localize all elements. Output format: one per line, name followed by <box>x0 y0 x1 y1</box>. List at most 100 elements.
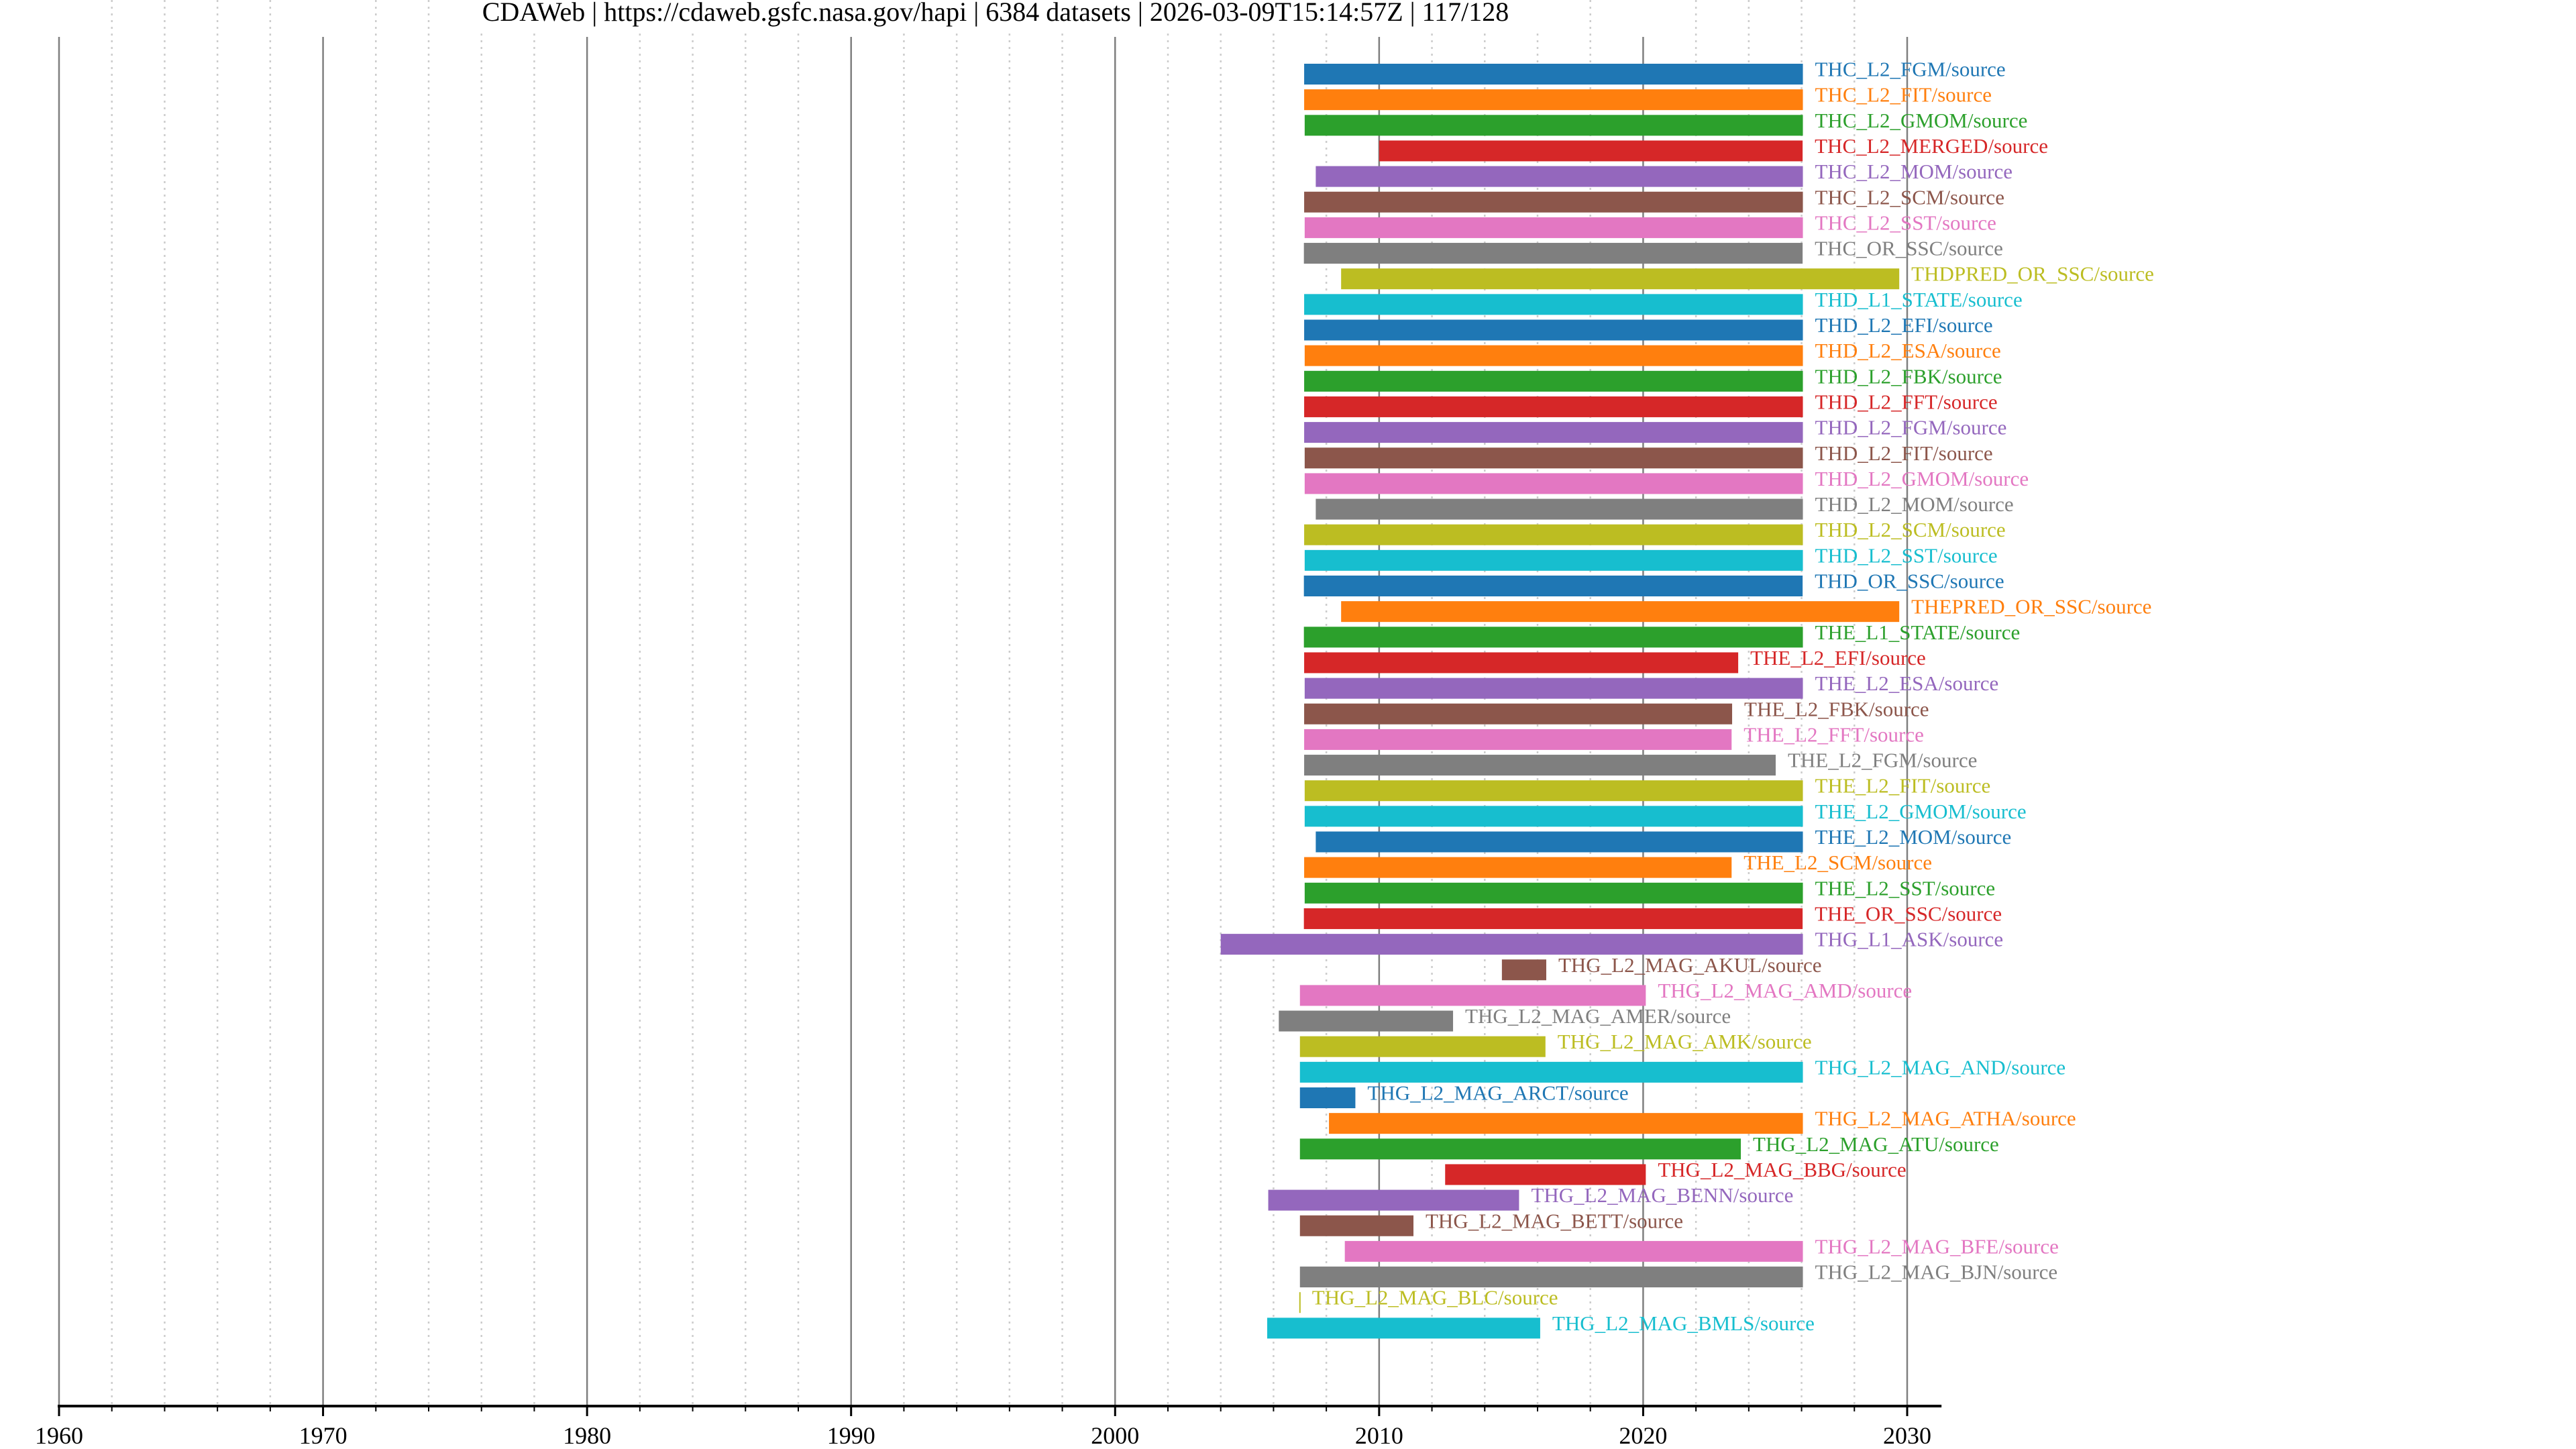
bar-label: THG_L2_MAG_BFE/source <box>1815 1234 2059 1258</box>
timeline-bar[interactable] <box>1268 1189 1519 1211</box>
timeline-bar[interactable] <box>1304 524 1803 545</box>
bar-label: THD_L2_FGM/source <box>1815 416 2007 439</box>
bar-label: THG_L2_MAG_AMK/source <box>1558 1030 1812 1053</box>
bar-label: THDPRED_OR_SSC/source <box>1911 262 2154 286</box>
timeline-bar[interactable] <box>1445 1164 1646 1185</box>
timeline-bar[interactable] <box>1341 268 1900 290</box>
timeline-bar[interactable] <box>1304 370 1803 392</box>
timeline-bar[interactable] <box>1303 627 1803 648</box>
timeline-bar[interactable] <box>1299 1036 1546 1057</box>
timeline-bar[interactable] <box>1304 115 1803 136</box>
bar-label: THC_L2_SCM/source <box>1815 185 2004 209</box>
bar-label: THC_L2_SST/source <box>1815 211 1996 234</box>
chart-title: CDAWeb | https://cdaweb.gsfc.nasa.gov/ha… <box>482 0 1509 27</box>
timeline-bar[interactable] <box>1379 140 1803 162</box>
timeline-bar[interactable] <box>1304 191 1803 213</box>
bar-label: THD_L2_FIT/source <box>1815 441 1993 465</box>
timeline-bar[interactable] <box>1304 729 1732 750</box>
bar-label: THE_L2_SST/source <box>1815 876 1996 900</box>
bar-label: THE_L2_GMOM/source <box>1815 800 2027 823</box>
bar-label: THD_L2_FFT/source <box>1815 390 1998 413</box>
timeline-bar[interactable] <box>1344 1240 1803 1262</box>
timeline-bar[interactable] <box>1316 166 1803 187</box>
timeline-bar[interactable] <box>1279 1010 1454 1032</box>
bar-label: THE_L2_FIT/source <box>1815 774 1991 798</box>
timeline-bar[interactable] <box>1304 396 1803 417</box>
bar-label: THG_L2_MAG_AND/source <box>1815 1055 2066 1079</box>
timeline-bar[interactable] <box>1304 319 1803 341</box>
bar-label: THG_L2_MAG_BLC/source <box>1312 1286 1558 1309</box>
bar-label: THD_L2_FBK/source <box>1815 364 2002 388</box>
bar-label: THE_OR_SSC/source <box>1815 902 2002 925</box>
bar-label: THD_L2_SST/source <box>1815 543 1998 567</box>
timeline-bar[interactable] <box>1304 447 1803 469</box>
bar-label: THE_L2_MOM/source <box>1815 825 2012 849</box>
timeline-bar[interactable] <box>1304 294 1803 315</box>
timeline-bar[interactable] <box>1299 1267 1803 1288</box>
timeline-bar[interactable] <box>1304 780 1803 802</box>
bar-label: THD_L2_EFI/source <box>1815 313 1993 337</box>
bar-label: THG_L2_MAG_BJN/source <box>1815 1260 2058 1284</box>
timeline-bar[interactable] <box>1304 89 1803 111</box>
timeline-bar[interactable] <box>1299 1087 1356 1108</box>
x-axis: 1960 1970 1980 1990 2000 2010 2020 2030 <box>35 1405 1942 1449</box>
bar-label: THD_L2_GMOM/source <box>1815 467 2029 490</box>
bar-label: THC_L2_GMOM/source <box>1815 109 2028 132</box>
bar-label: THD_OR_SSC/source <box>1815 570 2004 593</box>
timeline-bar[interactable] <box>1303 243 1803 264</box>
timeline-bar[interactable] <box>1304 549 1803 571</box>
timeline-bar[interactable] <box>1299 1061 1803 1083</box>
bars-layer <box>1220 64 1900 1339</box>
bar-label: THE_L2_FBK/source <box>1744 697 1929 720</box>
x-tick-label: 2030 <box>1883 1422 1931 1449</box>
timeline-bar[interactable] <box>1304 64 1803 85</box>
timeline-bar[interactable] <box>1220 934 1803 955</box>
x-tick-label: 1960 <box>35 1422 83 1449</box>
timeline-bar[interactable] <box>1316 831 1803 853</box>
timeline-bar[interactable] <box>1329 1113 1803 1134</box>
bar-label: THE_L2_ESA/source <box>1815 672 1999 695</box>
timeline-bar[interactable] <box>1304 652 1739 674</box>
bar-label: THG_L2_MAG_BBG/source <box>1658 1158 1906 1181</box>
bar-label: THC_L2_MOM/source <box>1815 160 2012 183</box>
timeline-bar[interactable] <box>1304 806 1803 827</box>
timeline-bar[interactable] <box>1341 601 1900 623</box>
timeline-bar[interactable] <box>1299 1138 1741 1160</box>
timeline-bar[interactable] <box>1304 703 1733 724</box>
bar-label: THC_L2_MERGED/source <box>1815 134 2048 158</box>
timeline-bar[interactable] <box>1303 576 1803 596</box>
bar-label: THE_L2_FFT/source <box>1743 722 1924 746</box>
bar-label: THC_L2_FIT/source <box>1815 83 1992 107</box>
bar-label: THE_L2_FGM/source <box>1788 749 1977 772</box>
timeline-bar[interactable] <box>1304 345 1803 366</box>
bar-label: THG_L2_MAG_ATHA/source <box>1815 1107 2076 1130</box>
x-tick-label: 2010 <box>1355 1422 1403 1449</box>
x-tick-label: 2000 <box>1091 1422 1139 1449</box>
timeline-bar[interactable] <box>1304 217 1803 238</box>
title-backdrop <box>456 0 1543 32</box>
bar-label: THG_L2_MAG_AKUL/source <box>1558 953 1822 977</box>
bar-label: THD_L2_SCM/source <box>1815 518 2006 541</box>
bar-label: THG_L2_MAG_AMD/source <box>1658 979 1912 1002</box>
x-tick-label: 2020 <box>1619 1422 1667 1449</box>
timeline-bar[interactable] <box>1501 959 1546 981</box>
timeline-bar[interactable] <box>1299 985 1646 1006</box>
bar-label: THEPRED_OR_SSC/source <box>1911 595 2151 619</box>
timeline-bar[interactable] <box>1299 1215 1414 1236</box>
timeline-bar[interactable] <box>1303 908 1803 929</box>
timeline-bar[interactable] <box>1304 473 1803 494</box>
timeline-bar[interactable] <box>1304 678 1803 699</box>
bar-label: THG_L2_MAG_BMLS/source <box>1552 1311 1815 1335</box>
bar-label: THG_L2_MAG_ATU/source <box>1753 1132 1999 1156</box>
bar-label: THG_L2_MAG_AMER/source <box>1465 1004 1731 1028</box>
timeline-bar[interactable] <box>1304 882 1803 904</box>
bar-labels-layer: THC_L2_FGM/sourceTHC_L2_FIT/sourceTHC_L2… <box>1312 58 2154 1335</box>
bar-label: THD_L1_STATE/source <box>1815 288 2023 311</box>
x-tick-label: 1980 <box>563 1422 611 1449</box>
timeline-bar[interactable] <box>1267 1318 1540 1339</box>
timeline-bar[interactable] <box>1304 422 1803 443</box>
timeline-bar[interactable] <box>1304 755 1776 776</box>
timeline-bar[interactable] <box>1316 498 1803 520</box>
timeline-bar[interactable] <box>1304 857 1732 878</box>
